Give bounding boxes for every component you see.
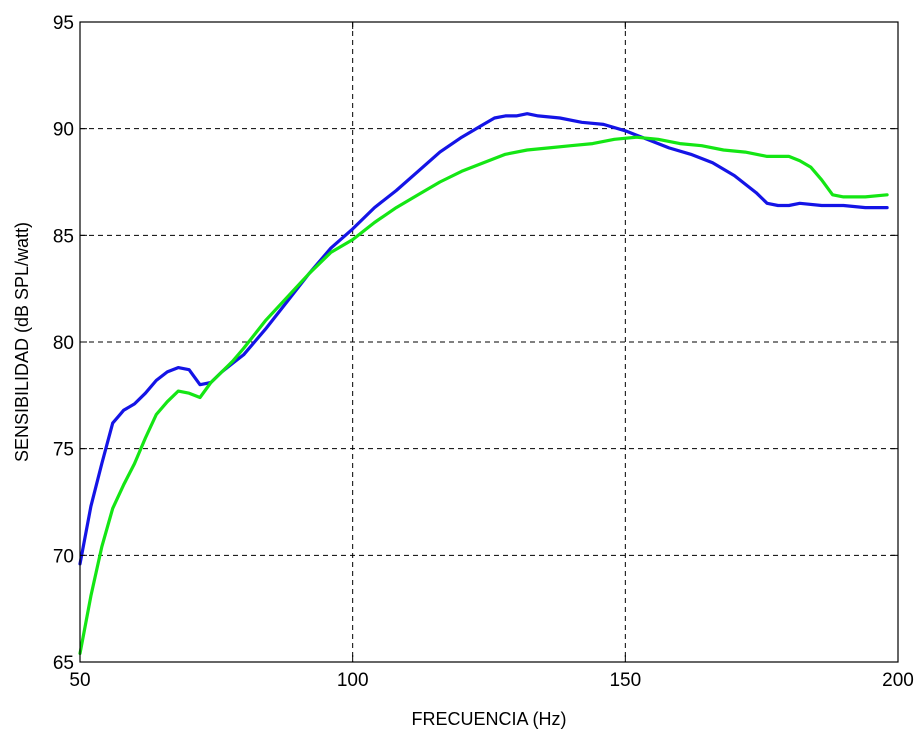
y-tick-label: 80 [53, 333, 74, 354]
y-tick-label: 95 [53, 13, 74, 34]
x-tick-label: 100 [337, 670, 369, 691]
axis-ticks: 50 100 150 200 65 70 75 80 85 90 95 [53, 13, 914, 691]
y-tick-label: 75 [53, 440, 74, 461]
y-tick-label: 85 [53, 226, 74, 247]
x-tick-label: 50 [69, 670, 90, 691]
series-group [78, 112, 889, 656]
x-tick-label: 150 [609, 670, 641, 691]
y-tick-label: 65 [53, 653, 74, 674]
series-line-1 [78, 112, 889, 566]
y-tick-label: 70 [53, 546, 74, 567]
x-tick-label: 200 [882, 670, 914, 691]
x-axis-label: FRECUENCIA (Hz) [411, 709, 566, 729]
series-line-2 [78, 135, 889, 656]
y-axis-label: SENSIBILIDAD (dB SPL/watt) [12, 222, 32, 462]
y-tick-label: 90 [53, 120, 74, 141]
grid [80, 22, 898, 662]
